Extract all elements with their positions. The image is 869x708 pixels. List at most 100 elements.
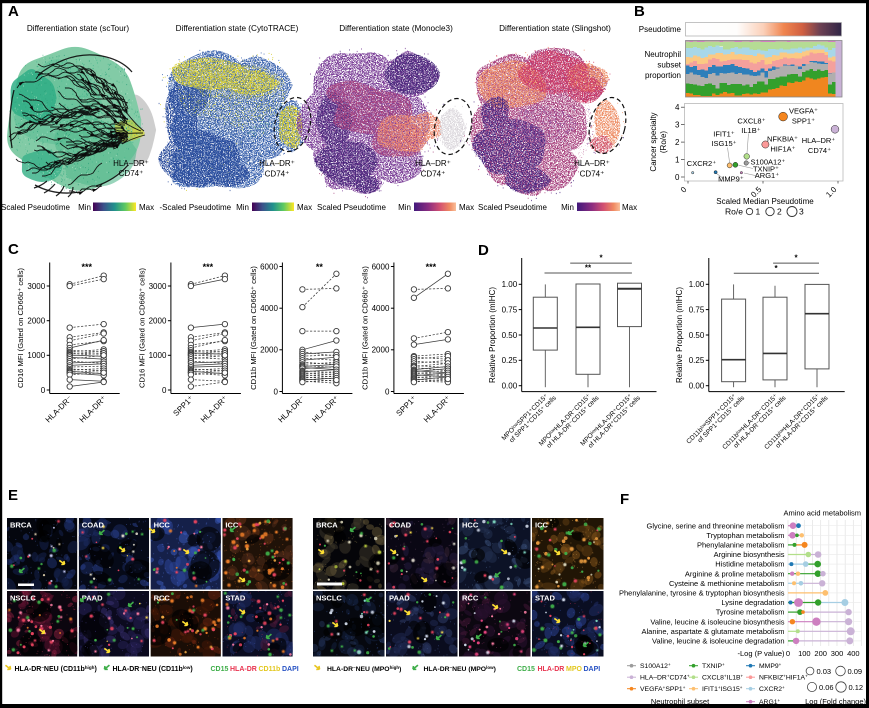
svg-text:HIF1A⁺: HIF1A⁺: [770, 145, 795, 154]
svg-text:HLA–DR+​CD74+​: HLA–DR+​CD74+​: [640, 673, 690, 681]
svg-text:CD11b: CD11b: [259, 666, 281, 673]
svg-text:Tyrosine metabolism: Tyrosine metabolism: [716, 608, 785, 617]
svg-text:Valine, leucine & isoleucine b: Valine, leucine & isoleucine biosynthesi…: [650, 617, 784, 626]
svg-text:0.12: 0.12: [849, 683, 864, 692]
svg-text:Cysteine & methionine metaboli: Cysteine & methionine metabolism: [669, 579, 784, 588]
svg-text:1.00: 1.00: [502, 280, 518, 289]
svg-text:HLA–DR⁺: HLA–DR⁺: [259, 159, 295, 168]
svg-text:0.50: 0.50: [502, 331, 518, 340]
svg-text:Relative Proportion (mIHC): Relative Proportion (mIHC): [488, 287, 497, 383]
svg-text:Neutrophil subset: Neutrophil subset: [651, 697, 710, 706]
svg-text:DAPI: DAPI: [584, 666, 601, 673]
svg-text:-Scaled Pseudotime: -Scaled Pseudotime: [160, 203, 232, 212]
svg-text:ARG1+​: ARG1+​: [759, 698, 781, 706]
svg-text:2: 2: [675, 138, 680, 147]
svg-text:CD15: CD15: [211, 666, 229, 673]
svg-text:1000: 1000: [27, 351, 45, 360]
svg-text:1: 1: [675, 155, 680, 164]
svg-text:0.00: 0.00: [502, 382, 518, 391]
svg-text:0.75: 0.75: [689, 305, 705, 314]
svg-text:Valine, leucine & isoleucine d: Valine, leucine & isoleucine degradation: [652, 637, 784, 646]
svg-text:200: 200: [814, 649, 827, 658]
svg-text:CXCR2+​: CXCR2+​: [759, 685, 785, 693]
svg-text:Phenylalanine metabolism: Phenylalanine metabolism: [697, 541, 785, 550]
svg-text:HLA-DR–​NEU (CD11blow​): HLA-DR–​NEU (CD11blow​): [113, 665, 193, 673]
svg-text:Histidine metabolism: Histidine metabolism: [715, 560, 784, 569]
svg-text:1.00: 1.00: [689, 280, 705, 289]
svg-text:2000: 2000: [27, 316, 45, 325]
svg-text:VEGFA⁺: VEGFA⁺: [789, 107, 818, 116]
svg-text:0: 0: [41, 386, 46, 395]
svg-text:Relative Proportion (mIHC): Relative Proportion (mIHC): [675, 287, 684, 383]
svg-text:3: 3: [675, 120, 680, 129]
svg-text:E: E: [8, 487, 18, 504]
svg-text:CD15: CD15: [517, 666, 535, 673]
svg-text:A: A: [8, 3, 19, 20]
svg-text:HLA-DR–​NEU (CD11bhigh​): HLA-DR–​NEU (CD11bhigh​): [15, 665, 97, 673]
svg-text:IFIT1⁺: IFIT1⁺: [713, 130, 735, 139]
svg-text:Phenylalanine, tyrosine & tryp: Phenylalanine, tyrosine & tryptophan bio…: [619, 589, 785, 598]
svg-text:TXNIP⁺: TXNIP⁺: [753, 165, 779, 174]
svg-text:MMP9+​: MMP9+​: [759, 662, 782, 670]
svg-text:Tryptophan metabolism: Tryptophan metabolism: [706, 531, 784, 540]
svg-text:300: 300: [831, 649, 844, 658]
svg-text:SPP1⁺: SPP1⁺: [792, 117, 815, 126]
svg-text:S100A12⁺: S100A12⁺: [751, 158, 786, 167]
svg-text:C: C: [8, 241, 19, 258]
svg-text:3000: 3000: [149, 282, 167, 291]
svg-text:0.25: 0.25: [502, 356, 518, 365]
svg-text:ARG1⁺: ARG1⁺: [755, 171, 779, 180]
svg-text:Min: Min: [398, 203, 411, 212]
svg-text:***: ***: [81, 262, 92, 272]
svg-text:CD16 MFI (Gated on CD66b⁺ cell: CD16 MFI (Gated on CD66b⁺ cells): [137, 268, 146, 389]
svg-text:NSCLC: NSCLC: [316, 594, 342, 603]
svg-text:Min: Min: [236, 203, 249, 212]
svg-text:HLA–DR⁺: HLA–DR⁺: [113, 159, 149, 168]
svg-text:DAPI: DAPI: [282, 666, 299, 673]
svg-text:CXCL8+​IL1B+​: CXCL8+​IL1B+​: [702, 673, 744, 681]
svg-text:2000: 2000: [260, 346, 278, 355]
svg-text:CD74⁺: CD74⁺: [119, 169, 144, 178]
svg-text:Scaled Pseudotime: Scaled Pseudotime: [478, 203, 547, 212]
svg-text:ISG15⁺: ISG15⁺: [711, 139, 736, 148]
svg-text:0.03: 0.03: [817, 667, 832, 676]
svg-text:CD16 MFI (Gated on CD66b⁺ cell: CD16 MFI (Gated on CD66b⁺ cells): [16, 268, 25, 389]
svg-text:Neutrophil: Neutrophil: [645, 50, 682, 59]
svg-text:BRCA: BRCA: [316, 521, 338, 530]
svg-text:Scaled Median Pseudotime: Scaled Median Pseudotime: [716, 197, 814, 206]
svg-text:Differentiation state (CytoTRA: Differentiation state (CytoTRACE): [176, 24, 299, 33]
svg-text:HLA-DR: HLA-DR: [230, 666, 257, 673]
svg-text:BRCA: BRCA: [10, 521, 32, 530]
svg-text:1000: 1000: [149, 351, 167, 360]
svg-text:2: 2: [777, 207, 782, 217]
svg-text:TXNIP+​: TXNIP+​: [702, 662, 725, 670]
svg-text:ICC: ICC: [225, 521, 239, 530]
svg-text:6000: 6000: [260, 262, 278, 271]
svg-text:Arginine biosynthesis: Arginine biosynthesis: [714, 550, 785, 559]
svg-text:4000: 4000: [260, 304, 278, 313]
svg-text:STAD: STAD: [535, 594, 555, 603]
svg-text:Max: Max: [622, 203, 637, 212]
svg-text:Scaled Pseudotime: Scaled Pseudotime: [317, 203, 386, 212]
svg-text:NFKBIA⁺: NFKBIA⁺: [767, 135, 798, 144]
svg-text:HLA-DR–​NEU (MPOlow​): HLA-DR–​NEU (MPOlow​): [424, 665, 496, 673]
svg-text:HLA-DR: HLA-DR: [538, 666, 565, 673]
svg-text:Log (Fold change): Log (Fold change): [805, 697, 866, 706]
svg-text:Ro/e: Ro/e: [725, 207, 743, 217]
svg-text:MPO: MPO: [566, 666, 583, 673]
svg-text:RCC: RCC: [462, 594, 479, 603]
svg-text:CD74⁺: CD74⁺: [580, 170, 605, 179]
svg-text:0.25: 0.25: [689, 356, 705, 365]
svg-text:Max: Max: [459, 203, 474, 212]
svg-text:CD74⁺: CD74⁺: [265, 170, 290, 179]
svg-text:100: 100: [798, 649, 811, 658]
svg-text:**: **: [585, 264, 592, 273]
svg-text:0: 0: [675, 173, 680, 182]
svg-text:RCC: RCC: [154, 594, 171, 603]
svg-text:**: **: [316, 262, 324, 272]
svg-text:VEGFA+​SPP1+​: VEGFA+​SPP1+​: [640, 685, 686, 693]
svg-text:ICC: ICC: [535, 521, 549, 530]
svg-text:PAAD: PAAD: [82, 594, 103, 603]
svg-text:Glycine, serine and threonine: Glycine, serine and threonine metabolism: [647, 521, 785, 530]
svg-text:HLA–DR⁺: HLA–DR⁺: [574, 159, 610, 168]
